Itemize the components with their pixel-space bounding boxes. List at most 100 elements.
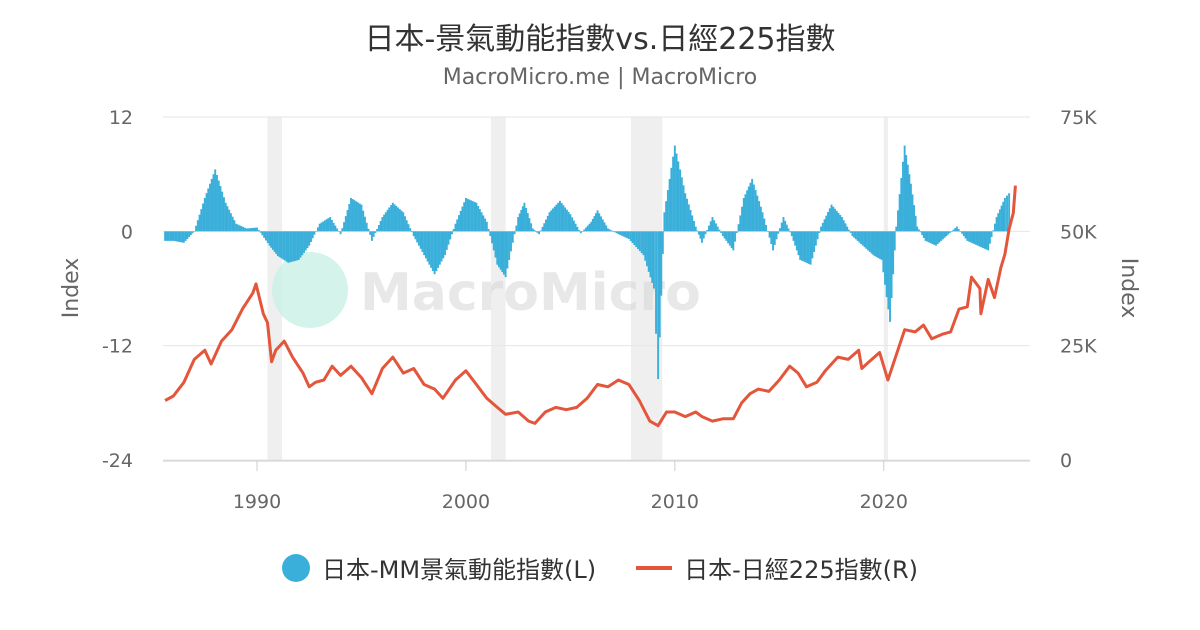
momentum-bar — [684, 193, 687, 232]
momentum-bar — [289, 231, 292, 263]
momentum-bar — [987, 231, 990, 251]
momentum-bar — [539, 230, 542, 232]
momentum-bar — [447, 231, 450, 245]
momentum-bar — [468, 199, 471, 232]
momentum-bar — [651, 231, 654, 283]
momentum-bar — [242, 226, 245, 232]
momentum-bar — [980, 231, 983, 248]
momentum-bar — [752, 184, 755, 232]
momentum-bar — [642, 231, 645, 256]
momentum-bar — [186, 231, 189, 239]
momentum-bar — [562, 205, 565, 232]
momentum-bar — [680, 177, 683, 232]
momentum-bar — [303, 231, 305, 253]
momentum-bar — [315, 231, 318, 232]
momentum-bar — [968, 231, 971, 242]
momentum-bar — [863, 231, 866, 248]
momentum-bar — [687, 204, 690, 232]
momentum-bar — [596, 210, 599, 232]
momentum-bar — [624, 231, 627, 238]
momentum-bar — [747, 186, 750, 232]
momentum-bar — [842, 220, 845, 232]
momentum-bar — [768, 231, 771, 238]
momentum-bar — [442, 231, 445, 259]
momentum-bar — [224, 202, 227, 232]
momentum-bar — [914, 215, 917, 232]
momentum-bar — [471, 201, 474, 232]
momentum-bar — [728, 231, 731, 246]
chart-title: 日本-景氣動能指數vs.日經225指數 — [364, 22, 836, 57]
momentum-bar — [198, 214, 201, 232]
momentum-bar — [280, 231, 283, 259]
momentum-bar — [332, 222, 335, 232]
momentum-bar — [379, 221, 382, 232]
momentum-bar — [593, 216, 596, 232]
momentum-bar — [913, 205, 916, 232]
momentum-bar — [607, 228, 609, 232]
momentum-bar — [200, 209, 203, 232]
momentum-bar — [790, 231, 793, 237]
legend-circle-icon — [281, 553, 310, 582]
momentum-bar — [513, 231, 516, 235]
momentum-bar — [478, 209, 481, 232]
momentum-bar — [655, 231, 657, 334]
momentum-bar — [518, 213, 521, 232]
momentum-bar — [449, 231, 452, 240]
momentum-bar — [870, 231, 873, 254]
momentum-bar — [344, 216, 347, 232]
momentum-bar — [405, 220, 408, 232]
y-left-tick-label: 0 — [121, 221, 133, 243]
momentum-bar — [948, 231, 951, 233]
momentum-bar — [409, 228, 412, 232]
momentum-bar — [283, 231, 286, 261]
momentum-bar — [849, 231, 852, 233]
momentum-bar — [595, 213, 597, 232]
momentum-bar — [646, 231, 648, 267]
momentum-bar — [922, 231, 925, 239]
momentum-bar — [273, 231, 276, 252]
momentum-bar — [240, 226, 243, 232]
momentum-bar — [903, 145, 906, 232]
momentum-bar — [506, 231, 509, 269]
momentum-bar — [797, 231, 800, 256]
momentum-bar — [770, 231, 773, 245]
recession-band — [630, 117, 663, 460]
momentum-bar — [550, 210, 553, 232]
momentum-bar — [601, 219, 604, 232]
momentum-bar — [619, 231, 622, 235]
momentum-bar — [921, 231, 924, 236]
momentum-bar — [702, 231, 705, 239]
momentum-bar — [390, 205, 393, 232]
momentum-bar — [830, 204, 833, 232]
momentum-bar — [895, 226, 898, 232]
momentum-bars-series — [164, 145, 1011, 380]
momentum-bar — [365, 222, 368, 232]
momentum-bar — [610, 230, 613, 232]
momentum-bar — [470, 200, 473, 232]
momentum-bar — [325, 219, 328, 232]
momentum-bar — [789, 231, 792, 233]
momentum-bar — [221, 191, 224, 232]
momentum-bar — [216, 174, 218, 232]
momentum-bar — [346, 210, 349, 232]
momentum-bar — [889, 231, 891, 322]
momentum-bar — [374, 231, 377, 233]
momentum-bar — [548, 212, 551, 232]
momentum-bar — [665, 201, 668, 232]
momentum-bar — [809, 231, 812, 265]
momentum-bar — [973, 231, 976, 245]
momentum-bar — [638, 231, 641, 252]
y-right-tick-label: 75K — [1060, 107, 1097, 129]
momentum-bar — [492, 231, 495, 251]
momentum-bar — [1000, 205, 1003, 232]
legend-item-nikkei[interactable]: 日本-日經225指數(R) — [636, 550, 918, 585]
momentum-bar — [494, 231, 497, 258]
momentum-bar — [807, 231, 810, 264]
legend-item-momentum[interactable]: 日本-MM景氣動能指數(L) — [281, 550, 596, 585]
momentum-bar — [832, 206, 835, 232]
momentum-bar — [555, 204, 558, 232]
momentum-bar — [846, 226, 849, 232]
momentum-bar — [723, 231, 726, 239]
momentum-bar — [419, 231, 422, 249]
momentum-bar — [369, 231, 372, 235]
